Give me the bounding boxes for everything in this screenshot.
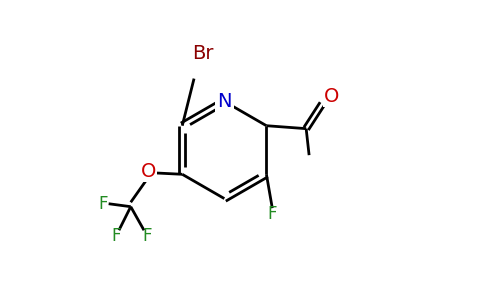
Text: O: O [323,87,339,106]
Text: Br: Br [192,44,213,63]
Text: F: F [111,227,121,245]
Text: F: F [142,227,151,245]
Text: O: O [141,162,156,181]
Text: N: N [217,92,231,111]
Text: F: F [98,195,107,213]
Text: F: F [268,205,277,223]
